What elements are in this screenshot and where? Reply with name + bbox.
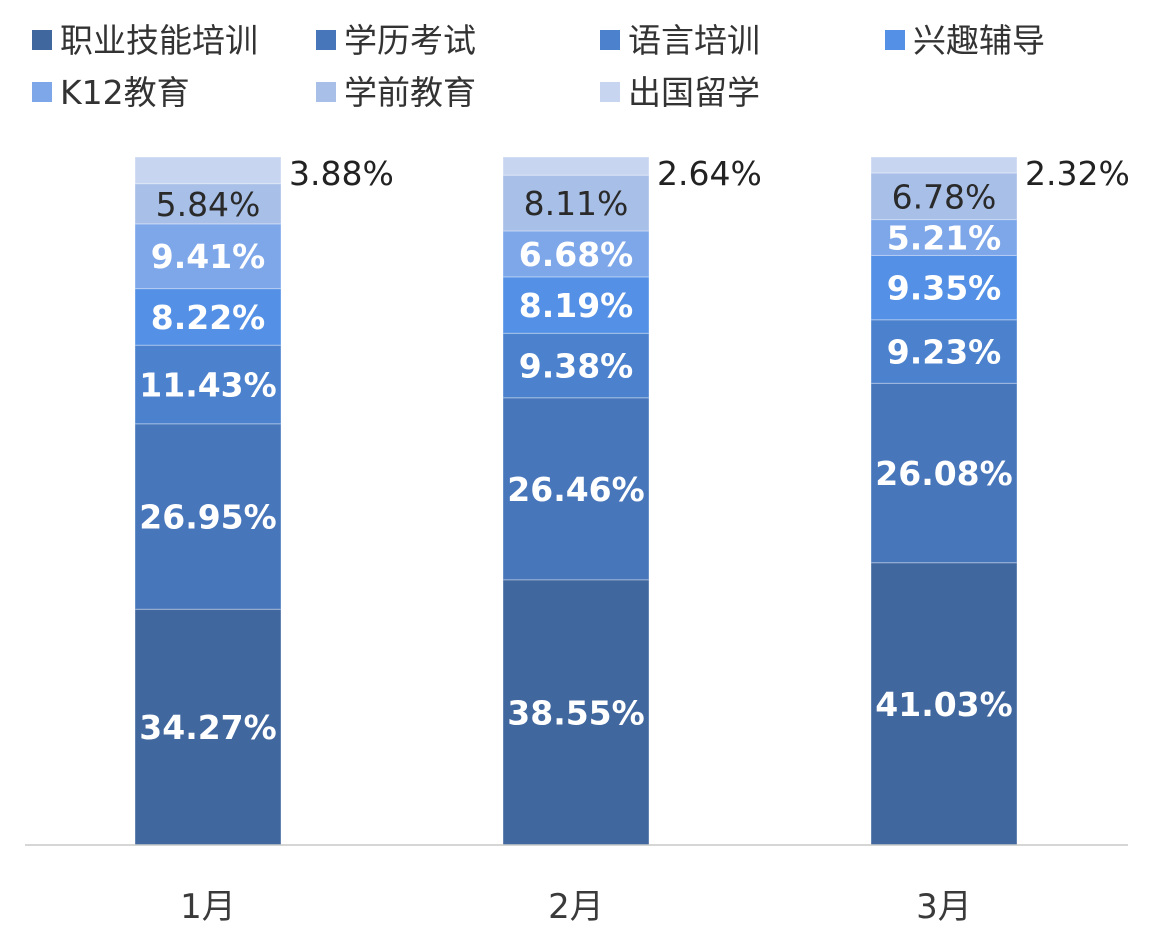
- legend-swatch: [600, 30, 620, 50]
- bar-segment: [870, 219, 1018, 256]
- data-label: 3.88%: [289, 154, 394, 193]
- data-label: 8.22%: [151, 298, 266, 337]
- data-label: 9.35%: [887, 269, 1002, 308]
- legend-label: 兴趣辅导: [913, 21, 1045, 60]
- x-tick-label: 2月: [548, 887, 604, 927]
- x-tick-labels: 1月 2月 3月: [180, 887, 972, 927]
- data-label: 2.32%: [1025, 154, 1130, 193]
- bar-segment: [134, 423, 282, 610]
- legend-swatch: [316, 82, 336, 102]
- data-label: 2.64%: [657, 154, 762, 193]
- data-label: 38.55%: [507, 693, 644, 732]
- bar-segment: [502, 397, 650, 581]
- bar-segment: [870, 172, 1018, 221]
- data-label: 6.68%: [519, 235, 634, 274]
- data-label: 5.84%: [156, 185, 261, 224]
- bar-segment: [134, 608, 282, 846]
- bars: 34.27% 26.95% 11.43% 8.22% 9.41% 5.84% 3.88% 38…: [134, 154, 1130, 846]
- bar-segment: [502, 276, 650, 334]
- legend-swatch: [316, 30, 336, 50]
- bar-segment: [134, 288, 282, 346]
- legend: 职业技能培训 学历考试 语言培训 兴趣辅导 K12教育 学前教育 出国留学: [32, 21, 1045, 112]
- data-label: 11.43%: [139, 365, 276, 404]
- bar-segment: [870, 156, 1018, 174]
- data-label: 26.95%: [139, 498, 276, 537]
- data-label: 34.27%: [139, 708, 276, 747]
- legend-swatch: [600, 82, 620, 102]
- data-label: 26.46%: [507, 470, 644, 509]
- bar-segment: [134, 183, 282, 225]
- data-label: 6.78%: [892, 177, 997, 216]
- legend-label: 语言培训: [628, 21, 760, 60]
- legend-label: 学历考试: [344, 21, 476, 60]
- bar-segment: [502, 230, 650, 278]
- bar-segment: [870, 562, 1018, 846]
- bar-segment: [502, 332, 650, 399]
- legend-label: 职业技能培训: [60, 21, 258, 60]
- data-label: 5.21%: [887, 219, 1002, 258]
- data-label: 8.11%: [524, 184, 629, 223]
- legend-label: 学前教育: [344, 73, 476, 112]
- data-label: 41.03%: [875, 685, 1012, 724]
- x-tick-label: 3月: [916, 887, 972, 927]
- x-tick-label: 1月: [180, 887, 236, 927]
- legend-label: K12教育: [60, 73, 190, 112]
- bar-segment: [134, 223, 282, 290]
- data-label: 26.08%: [875, 454, 1012, 493]
- legend-swatch: [32, 30, 52, 50]
- legend-swatch: [885, 30, 905, 50]
- bar-segment: [870, 254, 1018, 321]
- legend-label: 出国留学: [628, 73, 760, 112]
- data-label: 9.38%: [519, 347, 634, 386]
- data-label: 9.41%: [151, 237, 266, 276]
- bar-segment: [502, 174, 650, 232]
- data-label: 9.23%: [887, 333, 1002, 372]
- legend-swatch: [32, 82, 52, 102]
- bar-segment: [502, 579, 650, 846]
- bar-segment: [870, 319, 1018, 384]
- bar-segment: [134, 156, 282, 185]
- bar-segment: [502, 156, 650, 176]
- data-label: 8.19%: [519, 286, 634, 325]
